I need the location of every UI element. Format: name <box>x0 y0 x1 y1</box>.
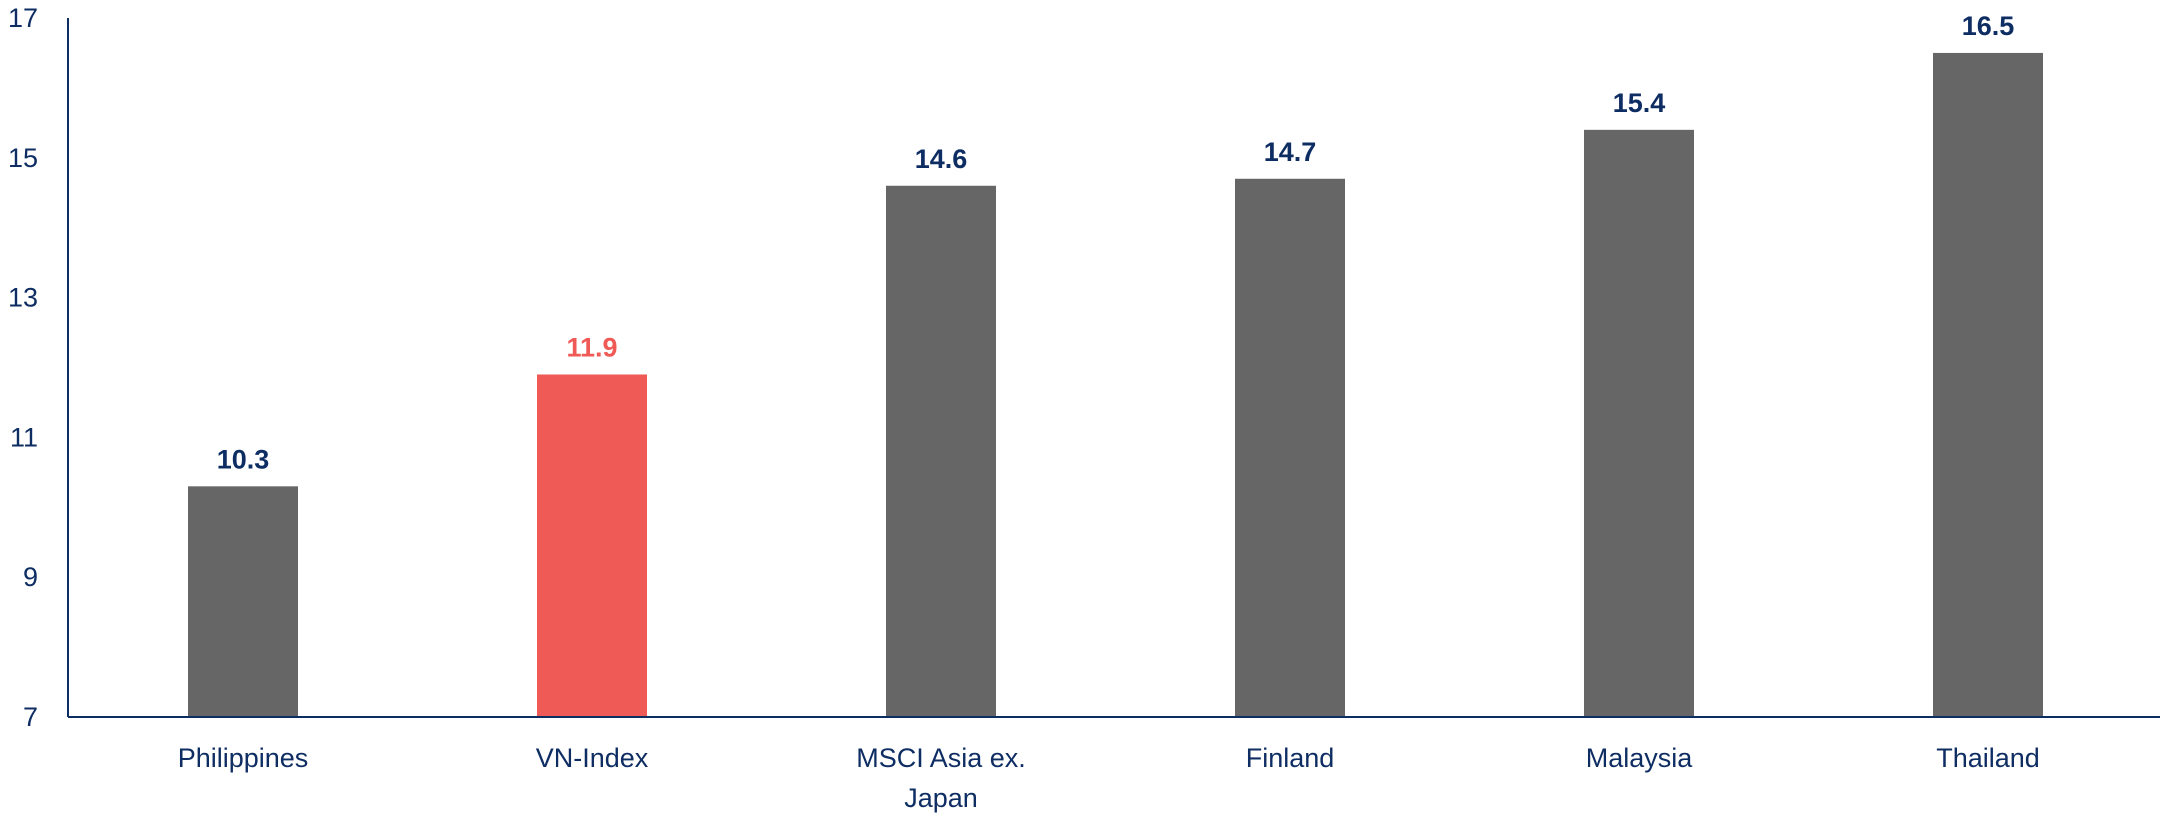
y-axis-ticks: 7 9 11 13 15 17 <box>8 3 38 732</box>
y-tick-label-7: 7 <box>23 702 38 732</box>
bar-thailand <box>1933 52 2043 717</box>
category-label: Malaysia <box>1586 743 1694 773</box>
value-label: 14.6 <box>915 144 968 174</box>
category-label: Thailand <box>1936 743 2040 773</box>
value-label: 10.3 <box>217 444 270 474</box>
category-label: Finland <box>1246 743 1335 773</box>
value-label: 11.9 <box>566 332 617 362</box>
category-label: Philippines <box>178 743 309 773</box>
value-labels: 10.3 11.9 14.6 14.7 15.4 16.5 <box>217 11 2015 474</box>
value-label: 15.4 <box>1613 88 1666 118</box>
bars <box>188 52 2043 718</box>
category-label: MSCI Asia ex. Japan <box>856 743 1026 813</box>
y-tick-label-15: 15 <box>8 143 38 173</box>
category-label: VN-Index <box>536 743 649 773</box>
bar-vn-index <box>537 374 647 717</box>
bar-malaysia <box>1584 129 1694 718</box>
y-tick-label-9: 9 <box>23 562 38 592</box>
bar-finland <box>1235 178 1345 717</box>
bar-msci-asia-ex-japan <box>886 185 996 717</box>
bar-philippines <box>188 486 298 717</box>
x-axis-labels: Philippines VN-Index MSCI Asia ex. Japan Fin… <box>178 743 2040 813</box>
y-tick-label-13: 13 <box>8 283 38 313</box>
y-tick-label-11: 11 <box>10 422 38 452</box>
y-tick-label-17: 17 <box>8 3 38 33</box>
value-label: 14.7 <box>1264 137 1317 167</box>
value-label: 16.5 <box>1962 11 2015 41</box>
